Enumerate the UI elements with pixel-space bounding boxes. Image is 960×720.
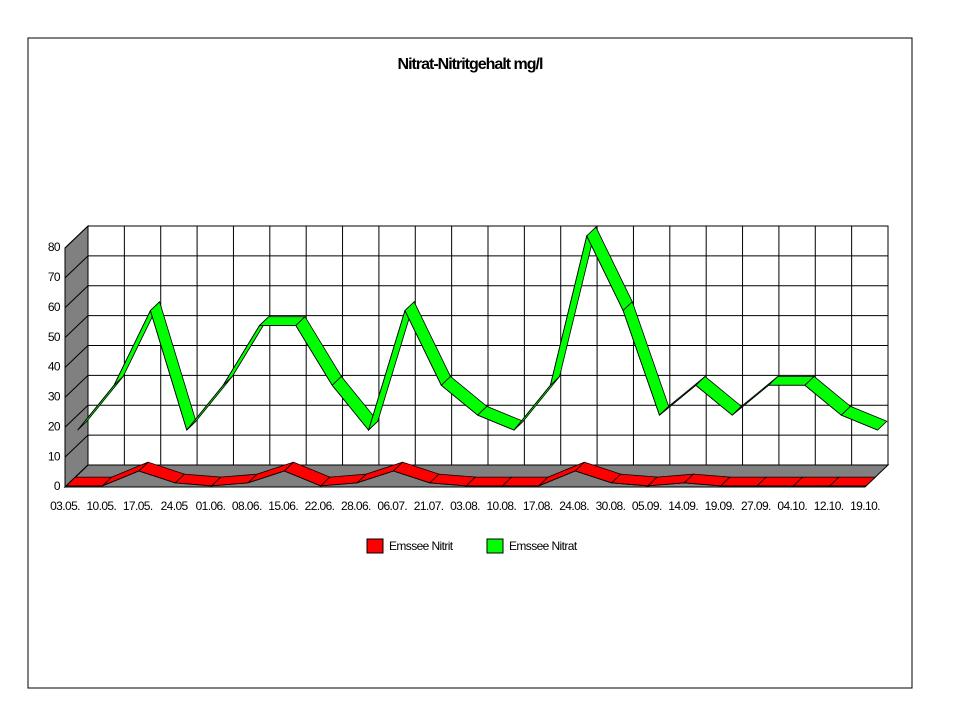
legend-swatch xyxy=(486,538,504,554)
x-tick-label: 15.06. xyxy=(268,499,298,513)
y-tick-label: 40 xyxy=(48,360,61,374)
x-tick-label: 30.08. xyxy=(596,499,626,513)
x-tick-label: 04.10. xyxy=(777,499,807,513)
y-tick-label: 30 xyxy=(48,390,61,404)
x-tick-label: 03.05. xyxy=(50,499,80,513)
series-line xyxy=(66,470,867,487)
y-tick-label: 20 xyxy=(48,419,61,433)
y-tick-label: 50 xyxy=(48,330,61,344)
x-tick-label: 17.08. xyxy=(523,499,553,513)
x-tick-label: 03.08. xyxy=(450,499,480,513)
x-tick-label: 17.05. xyxy=(123,499,153,513)
x-tick-label: 19.09. xyxy=(705,499,735,513)
x-tick-label: 21.07. xyxy=(414,499,444,513)
x-tick-label: 08.06. xyxy=(232,499,262,513)
y-tick-label: 0 xyxy=(54,479,61,493)
x-tick-label: 24.05 xyxy=(161,499,189,513)
x-tick-label: 14.09. xyxy=(668,499,698,513)
series-line xyxy=(77,234,878,431)
x-tick-label: 27.09. xyxy=(741,499,771,513)
x-tick-label: 24.08. xyxy=(559,499,589,513)
x-tick-label: 06.07. xyxy=(377,499,407,513)
x-tick-label: 28.06. xyxy=(341,499,371,513)
legend-label: Emssee Nitrit xyxy=(389,539,454,553)
y-tick-label: 80 xyxy=(48,240,61,254)
x-tick-label: 05.09. xyxy=(632,499,662,513)
legend-label: Emssee Nitrat xyxy=(509,539,578,553)
x-tick-label: 12.10. xyxy=(814,499,844,513)
x-tick-label: 10.08. xyxy=(486,499,516,513)
y-tick-label: 10 xyxy=(48,449,61,463)
x-tick-label: 19.10. xyxy=(850,499,880,513)
legend-swatch xyxy=(366,538,384,554)
y-tick-label: 60 xyxy=(48,300,61,314)
chart-title: Nitrat-Nitritgehalt mg/l xyxy=(398,56,543,73)
y-tick-label: 70 xyxy=(48,270,61,284)
x-tick-label: 22.06. xyxy=(305,499,335,513)
x-tick-label: 01.06. xyxy=(196,499,226,513)
x-tick-label: 10.05. xyxy=(86,499,116,513)
